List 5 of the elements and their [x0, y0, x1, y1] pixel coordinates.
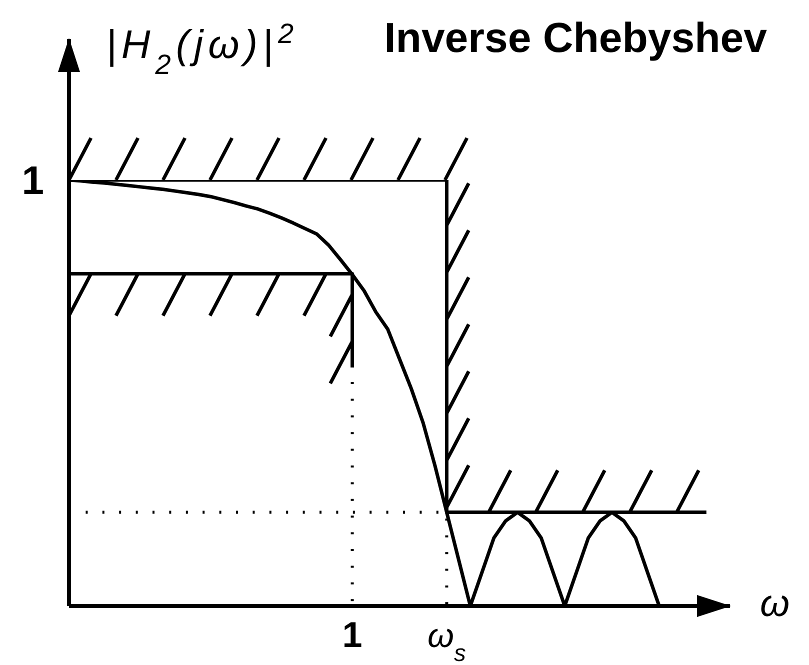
y-axis-title: |H$_{2}$(jω)|$^{2}$: [106, 18, 299, 80]
x-axis-title: ω: [760, 583, 790, 625]
chart-title: Inverse Chebyshev: [384, 14, 768, 61]
x-tick-label: ω$_{s}$: [428, 617, 466, 665]
text: 1: [22, 159, 44, 203]
